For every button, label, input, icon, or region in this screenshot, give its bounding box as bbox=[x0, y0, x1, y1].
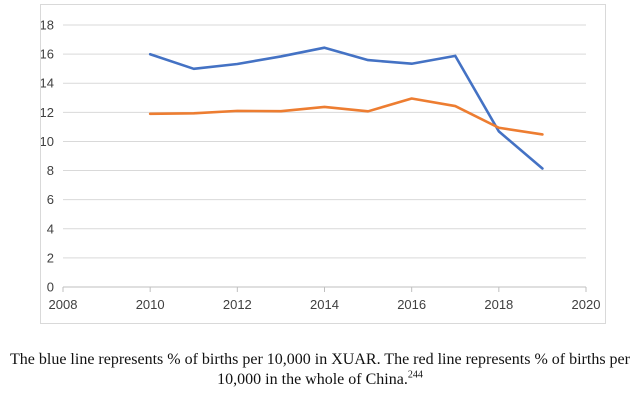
footnote-marker: 244 bbox=[407, 369, 423, 381]
series-line-1 bbox=[148, 46, 544, 170]
y-tick-label: 14 bbox=[41, 76, 54, 91]
x-tick-label: 2014 bbox=[310, 297, 339, 312]
series-lines bbox=[148, 46, 544, 170]
y-tick-label: 0 bbox=[47, 280, 54, 295]
chart-area: 0 2 4 6 8 10 12 14 16 18 2008 2010 2012 2014 2016 2018… bbox=[40, 4, 606, 324]
x-tick-label: 2016 bbox=[397, 297, 426, 312]
y-tick-label: 10 bbox=[41, 134, 54, 149]
y-tick-label: 16 bbox=[41, 47, 54, 62]
y-tick-label: 12 bbox=[41, 105, 54, 120]
y-tick-label: 8 bbox=[47, 163, 54, 178]
x-tick-label: 2020 bbox=[572, 297, 601, 312]
y-tick-label: 18 bbox=[41, 18, 54, 33]
x-tick-label: 2008 bbox=[49, 297, 78, 312]
x-tick-label: 2018 bbox=[484, 297, 513, 312]
x-axis bbox=[62, 286, 587, 292]
y-tick-label: 2 bbox=[47, 250, 54, 265]
gridlines bbox=[63, 24, 586, 259]
y-axis-tick-labels: 0 2 4 6 8 10 12 14 16 18 bbox=[41, 18, 54, 295]
x-tick-label: 2010 bbox=[136, 297, 165, 312]
y-tick-label: 4 bbox=[47, 221, 54, 236]
caption-text: The blue line represents % of births per… bbox=[10, 351, 630, 388]
figure-caption: The blue line represents % of births per… bbox=[10, 350, 630, 390]
x-tick-label: 2012 bbox=[223, 297, 252, 312]
x-axis-tick-labels: 2008 2010 2012 2014 2016 2018 2020 bbox=[49, 297, 601, 312]
y-tick-label: 6 bbox=[47, 192, 54, 207]
line-chart: 0 2 4 6 8 10 12 14 16 18 2008 2010 2012 2014 2016 2018… bbox=[41, 18, 601, 313]
series-line-2 bbox=[148, 97, 544, 136]
